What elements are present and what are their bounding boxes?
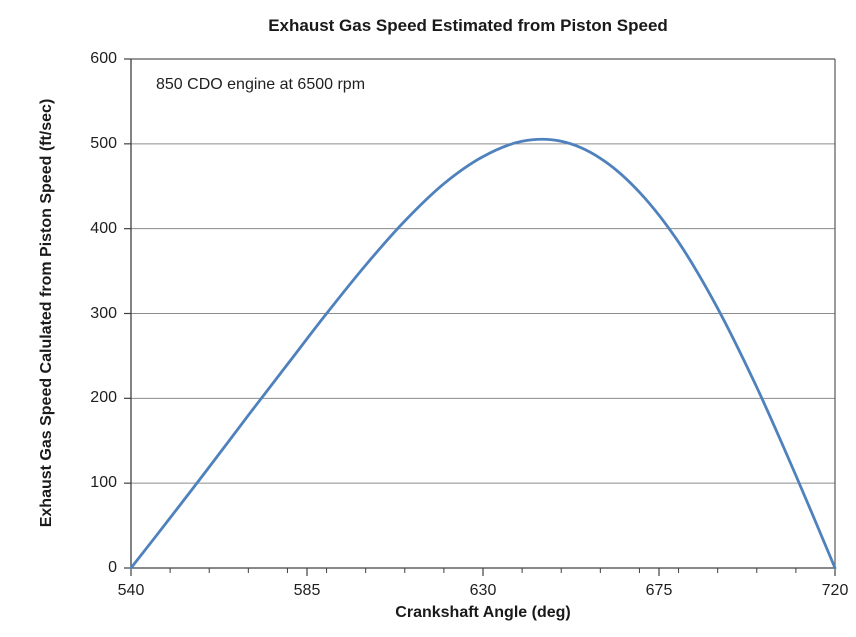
x-tick-label-630: 630	[469, 582, 497, 599]
y-tick-label-600: 600	[90, 50, 117, 67]
x-tick-label-720: 720	[821, 582, 849, 599]
x-tick-label-585: 585	[293, 582, 321, 599]
y-axis-title: Exhaust Gas Speed Calulated from Piston …	[38, 98, 55, 528]
annotation-label: 850 CDO engine at 6500 rpm	[156, 76, 366, 93]
x-axis-title: Crankshaft Angle (deg)	[395, 604, 571, 621]
y-tick-label-300: 300	[90, 304, 117, 322]
y-tick-label-0: 0	[108, 559, 117, 576]
y-tick-label-100: 100	[90, 474, 117, 492]
chart-title: Exhaust Gas Speed Estimated from Piston …	[268, 16, 668, 35]
y-tick-label-500: 500	[90, 134, 117, 152]
y-tick-label-200: 200	[90, 389, 117, 407]
data-series-line	[129, 137, 837, 570]
x-tick-label-540: 540	[117, 582, 145, 599]
x-tick-label-675: 675	[645, 582, 673, 599]
y-tick-label-400: 400	[90, 219, 117, 237]
